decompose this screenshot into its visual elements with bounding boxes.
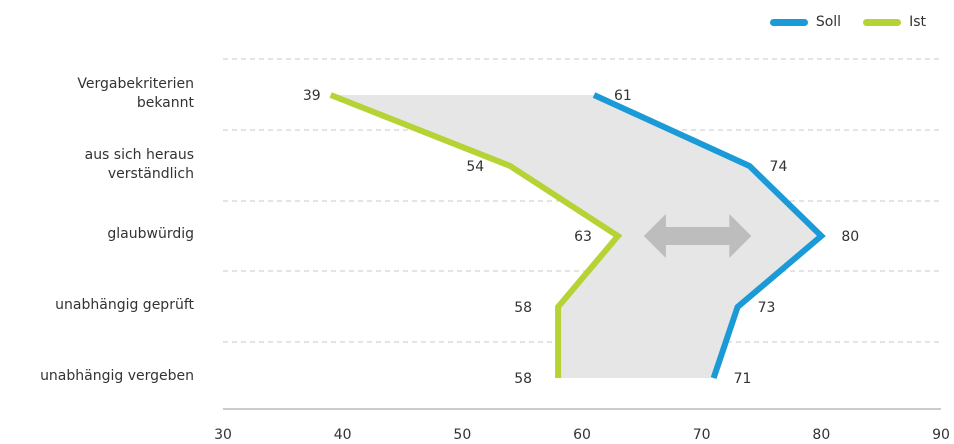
x-tick-label: 30 [214,427,232,443]
x-tick-label: 90 [932,427,950,443]
x-tick-label: 70 [693,427,711,443]
x-tick-label: 80 [812,427,830,443]
category-label: aus sich heraus verständlich [84,146,194,182]
data-label-soll: 74 [770,159,788,175]
legend-swatch-soll [769,18,808,26]
series-line-ist [329,92,623,378]
legend-swatch-ist [863,18,902,26]
data-label-ist: 39 [303,88,321,104]
data-label-soll: 61 [614,88,632,104]
legend-label-soll: Soll [815,14,842,30]
data-label-ist: 54 [466,159,484,175]
gap-area [330,95,822,378]
category-label: unabhängig geprüft [55,297,194,313]
series-line-soll [592,92,826,379]
x-tick-label: 50 [453,427,471,443]
category-label: unabhängig vergeben [40,368,194,384]
legend: Soll Ist [769,14,926,30]
data-label-soll: 71 [734,371,752,387]
data-label-ist: 58 [514,371,532,387]
data-label-ist: 63 [574,229,592,245]
legend-label-ist: Ist [909,14,926,30]
x-tick-label: 40 [334,427,352,443]
category-label: glaubwürdig [107,226,194,242]
data-label-ist: 58 [514,300,532,316]
legend-item-ist: Ist [863,14,926,30]
data-label-soll: 73 [758,300,776,316]
gap-arrow-icon [643,214,752,258]
x-tick-label: 60 [573,427,591,443]
legend-item-soll: Soll [769,14,842,30]
category-label: Vergabekriterien bekannt [77,75,194,111]
data-label-soll: 80 [841,229,859,245]
